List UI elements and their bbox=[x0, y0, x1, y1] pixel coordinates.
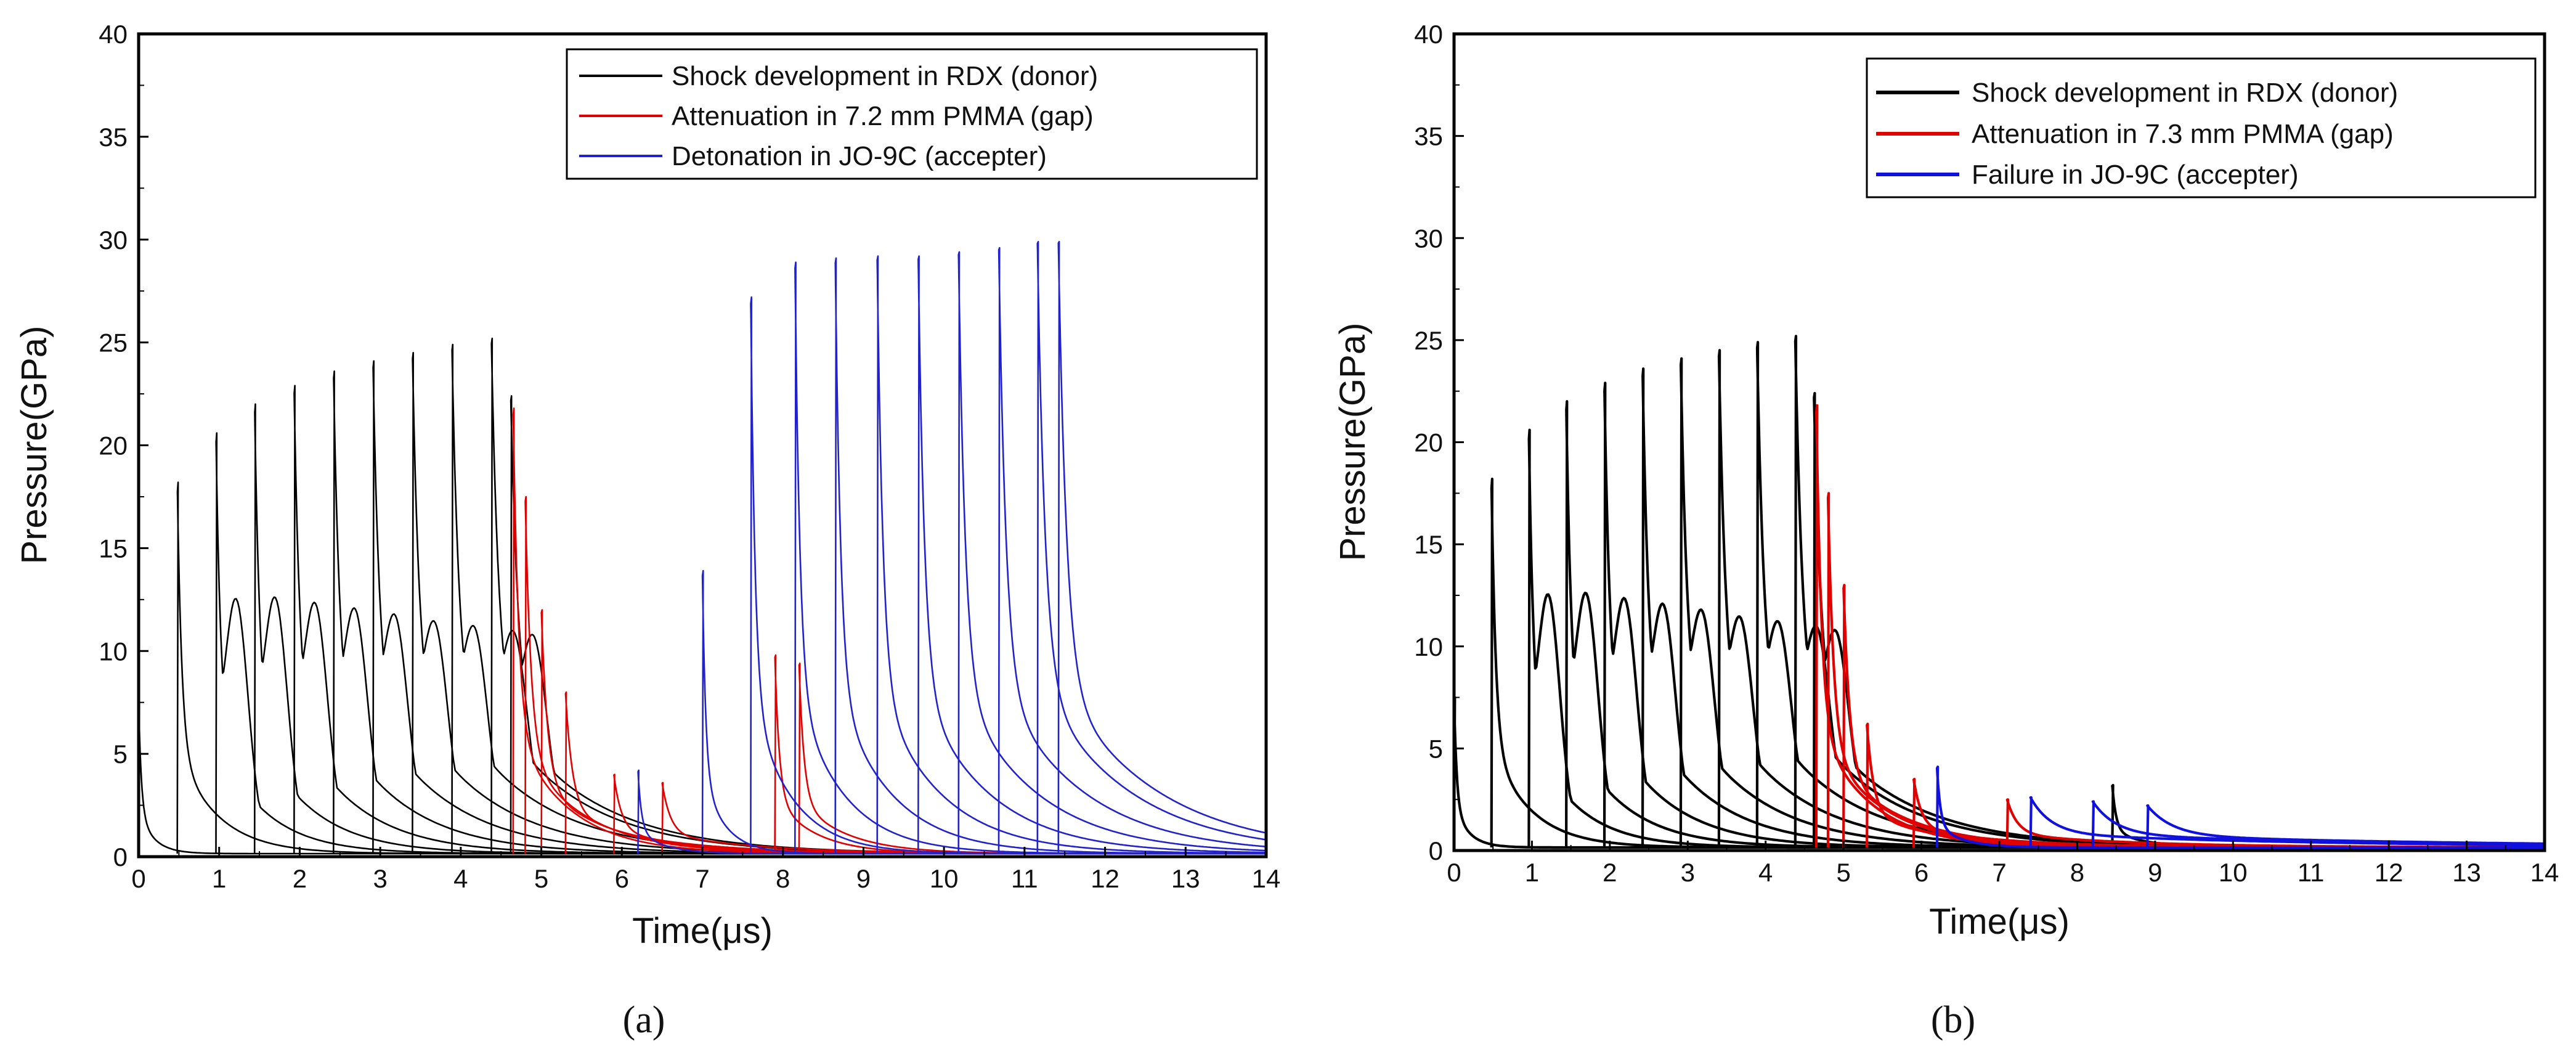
x-tick-label: 4 bbox=[1758, 858, 1773, 887]
y-tick-label: 40 bbox=[99, 20, 128, 49]
x-tick-label: 1 bbox=[1525, 858, 1539, 887]
y-tick-label: 10 bbox=[1414, 632, 1443, 661]
x-tick-label: 11 bbox=[2298, 858, 2325, 887]
x-tick-label: 3 bbox=[373, 864, 387, 893]
x-tick-label: 13 bbox=[2452, 858, 2481, 887]
y-tick-label: 15 bbox=[99, 534, 128, 563]
y-tick-label: 0 bbox=[113, 843, 128, 871]
y-tick-label: 25 bbox=[99, 329, 128, 357]
pulse-curve-3-11 bbox=[1057, 240, 1267, 854]
x-tick-label: 11 bbox=[1011, 864, 1038, 893]
pulse-curve-3-7 bbox=[917, 255, 1266, 854]
pulse-curve-3-6 bbox=[876, 255, 1266, 854]
pulse-curve-3-1 bbox=[1935, 765, 2545, 849]
y-tick-label: 10 bbox=[99, 637, 128, 666]
panel-b-x-axis-title: Time(μs) bbox=[1929, 902, 2070, 942]
y-tick-label: 5 bbox=[113, 740, 128, 769]
panel-b-legend-label-gap: Attenuation in 7.3 mm PMMA (gap) bbox=[1972, 119, 2394, 149]
panel-b-legend-label-donor: Shock development in RDX (donor) bbox=[1972, 78, 2398, 108]
panel-b-frame bbox=[1452, 32, 2546, 852]
panel-b-legend-label-accepter: Failure in JO-9C (accepter) bbox=[1972, 160, 2299, 190]
x-tick-label: 1 bbox=[212, 864, 226, 893]
panel-b-legend-box bbox=[1866, 57, 2537, 198]
x-tick-label: 3 bbox=[1681, 858, 1695, 887]
y-tick-label: 35 bbox=[99, 123, 128, 152]
pulse-curve-3-10 bbox=[1036, 240, 1267, 854]
x-tick-label: 8 bbox=[2070, 858, 2084, 887]
panel-a-x-axis-title: Time(μs) bbox=[632, 911, 773, 951]
panel-b-caption: (b) bbox=[1931, 999, 1975, 1041]
panel-a-frame bbox=[137, 32, 1268, 859]
x-tick-label: 9 bbox=[856, 864, 871, 893]
x-tick-label: 5 bbox=[1836, 858, 1850, 887]
x-tick-label: 14 bbox=[2530, 858, 2559, 887]
panel-a-legend: Shock development in RDX (donor) Attenua… bbox=[566, 48, 1258, 180]
x-tick-label: 7 bbox=[695, 864, 709, 893]
panel-a-legend-label-gap: Attenuation in 7.2 mm PMMA (gap) bbox=[672, 101, 1094, 131]
series-3 bbox=[637, 240, 1267, 855]
panel-a-series-layer bbox=[137, 240, 1267, 855]
panel-b-y-axis-title: Pressure(GPa) bbox=[1333, 323, 1373, 561]
x-tick-label: 8 bbox=[776, 864, 790, 893]
x-tick-label: 4 bbox=[453, 864, 468, 893]
y-tick-label: 20 bbox=[99, 431, 128, 460]
x-tick-label: 9 bbox=[2148, 858, 2162, 887]
y-tick-label: 35 bbox=[1414, 122, 1443, 151]
x-tick-label: 2 bbox=[1603, 858, 1617, 887]
x-tick-label: 13 bbox=[1171, 864, 1200, 893]
pulse-curve-3-5 bbox=[834, 257, 1266, 855]
series-3 bbox=[1935, 765, 2545, 849]
panel-b-series-layer bbox=[1452, 335, 2545, 849]
panel-b-legend: Shock development in RDX (donor) Attenua… bbox=[1866, 57, 2537, 198]
panel-a-y-axis-title: Pressure(GPa) bbox=[14, 326, 54, 565]
pulse-curve-3-4 bbox=[2146, 804, 2545, 848]
x-tick-label: 10 bbox=[2219, 858, 2248, 887]
y-tick-label: 5 bbox=[1429, 734, 1443, 763]
x-tick-label: 2 bbox=[293, 864, 307, 893]
x-tick-label: 14 bbox=[1252, 864, 1281, 893]
x-tick-label: 10 bbox=[930, 864, 959, 893]
panel-a-caption: (a) bbox=[623, 999, 665, 1041]
x-tick-label: 0 bbox=[1447, 858, 1461, 887]
y-tick-label: 30 bbox=[1414, 224, 1443, 253]
pulse-curve-3-9 bbox=[997, 247, 1267, 854]
y-tick-label: 20 bbox=[1414, 428, 1443, 457]
panel-a-legend-label-accepter: Detonation in JO-9C (accepter) bbox=[672, 141, 1047, 171]
panel-a-legend-label-donor: Shock development in RDX (donor) bbox=[672, 61, 1098, 91]
pulse-curve-3-8 bbox=[957, 251, 1267, 854]
x-tick-label: 12 bbox=[2375, 858, 2403, 887]
x-tick-label: 12 bbox=[1091, 864, 1119, 893]
y-tick-label: 15 bbox=[1414, 530, 1443, 559]
y-tick-label: 0 bbox=[1429, 836, 1443, 865]
x-tick-label: 6 bbox=[615, 864, 629, 893]
y-tick-label: 25 bbox=[1414, 326, 1443, 355]
x-tick-label: 0 bbox=[131, 864, 145, 893]
y-tick-label: 40 bbox=[1414, 20, 1443, 49]
x-tick-label: 7 bbox=[1992, 858, 2006, 887]
y-tick-label: 30 bbox=[99, 226, 128, 255]
x-tick-label: 6 bbox=[1914, 858, 1928, 887]
panel-a-legend-box bbox=[566, 48, 1258, 180]
x-tick-label: 5 bbox=[534, 864, 548, 893]
